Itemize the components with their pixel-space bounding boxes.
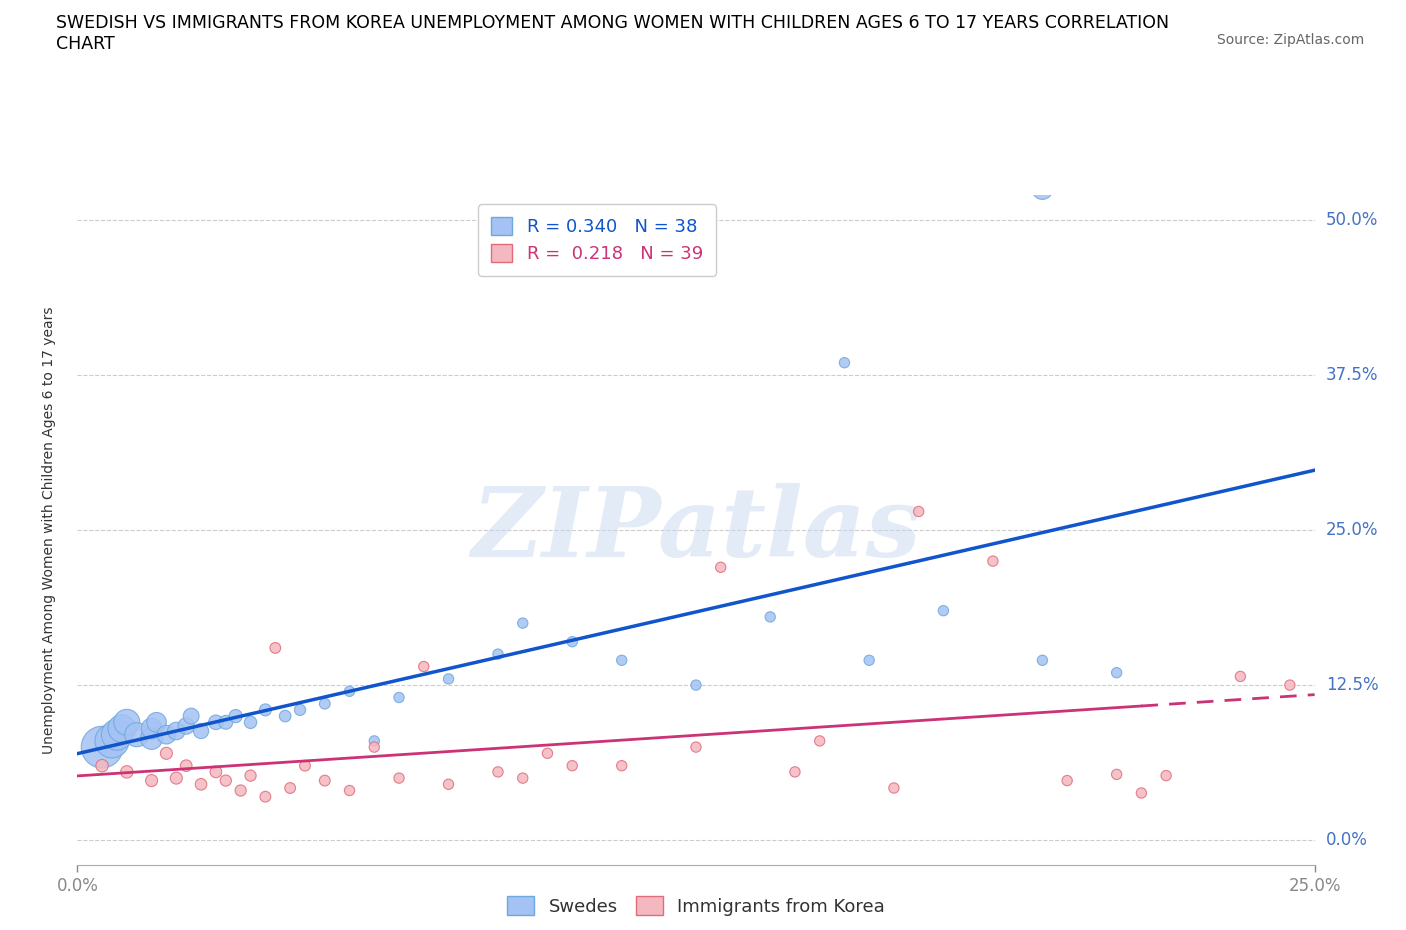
Point <box>155 727 177 742</box>
Point <box>111 721 134 736</box>
Point <box>278 780 301 795</box>
Point <box>1105 665 1128 680</box>
Point <box>314 697 336 711</box>
Point <box>174 758 197 773</box>
Point <box>215 773 238 788</box>
Point <box>125 727 148 742</box>
Point <box>1105 767 1128 782</box>
Point <box>225 709 247 724</box>
Point <box>339 684 361 698</box>
Point <box>101 734 124 749</box>
Point <box>1229 669 1251 684</box>
Point <box>141 773 163 788</box>
Point <box>1154 768 1177 783</box>
Point <box>254 790 277 804</box>
Point <box>190 777 212 791</box>
Point <box>932 604 955 618</box>
Point <box>1278 678 1301 693</box>
Point <box>105 727 128 742</box>
Legend: Swedes, Immigrants from Korea: Swedes, Immigrants from Korea <box>499 889 893 923</box>
Point <box>264 641 287 656</box>
Point <box>145 715 167 730</box>
Point <box>115 715 138 730</box>
Text: ZIPatlas: ZIPatlas <box>471 483 921 578</box>
Point <box>610 653 633 668</box>
Point <box>486 764 509 779</box>
Point <box>808 734 831 749</box>
Point <box>190 724 212 738</box>
Point <box>486 646 509 661</box>
Point <box>388 771 411 786</box>
Point <box>363 739 385 754</box>
Point <box>314 773 336 788</box>
Point <box>141 731 163 746</box>
Point <box>437 671 460 686</box>
Point <box>174 719 197 734</box>
Point <box>610 758 633 773</box>
Point <box>239 768 262 783</box>
Text: 50.0%: 50.0% <box>1326 211 1378 229</box>
Text: 25.0%: 25.0% <box>1326 521 1378 539</box>
Point <box>710 560 733 575</box>
Point <box>215 715 238 730</box>
Point <box>907 504 929 519</box>
Text: SWEDISH VS IMMIGRANTS FROM KOREA UNEMPLOYMENT AMONG WOMEN WITH CHILDREN AGES 6 T: SWEDISH VS IMMIGRANTS FROM KOREA UNEMPLO… <box>56 14 1170 32</box>
Point <box>274 709 297 724</box>
Point <box>239 715 262 730</box>
Y-axis label: Unemployment Among Women with Children Ages 6 to 17 years: Unemployment Among Women with Children A… <box>42 306 56 754</box>
Point <box>1130 786 1153 801</box>
Point <box>388 690 411 705</box>
Point <box>512 616 534 631</box>
Point <box>165 771 187 786</box>
Point <box>288 702 311 717</box>
Point <box>437 777 460 791</box>
Point <box>858 653 880 668</box>
Point <box>783 764 806 779</box>
Point <box>834 355 856 370</box>
Text: Source: ZipAtlas.com: Source: ZipAtlas.com <box>1216 33 1364 46</box>
Point <box>759 609 782 624</box>
Point <box>1031 181 1053 196</box>
Point <box>536 746 558 761</box>
Point <box>205 764 228 779</box>
Point <box>91 758 114 773</box>
Point <box>91 739 114 754</box>
Text: 0.0%: 0.0% <box>1326 831 1368 849</box>
Point <box>339 783 361 798</box>
Point <box>115 764 138 779</box>
Point <box>254 702 277 717</box>
Point <box>229 783 252 798</box>
Point <box>363 734 385 749</box>
Point <box>412 659 434 674</box>
Point <box>1031 653 1053 668</box>
Text: 37.5%: 37.5% <box>1326 366 1378 384</box>
Point <box>512 771 534 786</box>
Point <box>205 715 228 730</box>
Point <box>180 709 202 724</box>
Point <box>155 746 177 761</box>
Point <box>561 758 583 773</box>
Point <box>685 739 707 754</box>
Point <box>883 780 905 795</box>
Point <box>1056 773 1078 788</box>
Point <box>165 724 187 738</box>
Point <box>561 634 583 649</box>
Point <box>294 758 316 773</box>
Point <box>981 553 1004 568</box>
Text: CHART: CHART <box>56 35 115 53</box>
Point <box>685 678 707 693</box>
Text: 12.5%: 12.5% <box>1326 676 1378 694</box>
Point <box>141 721 163 736</box>
